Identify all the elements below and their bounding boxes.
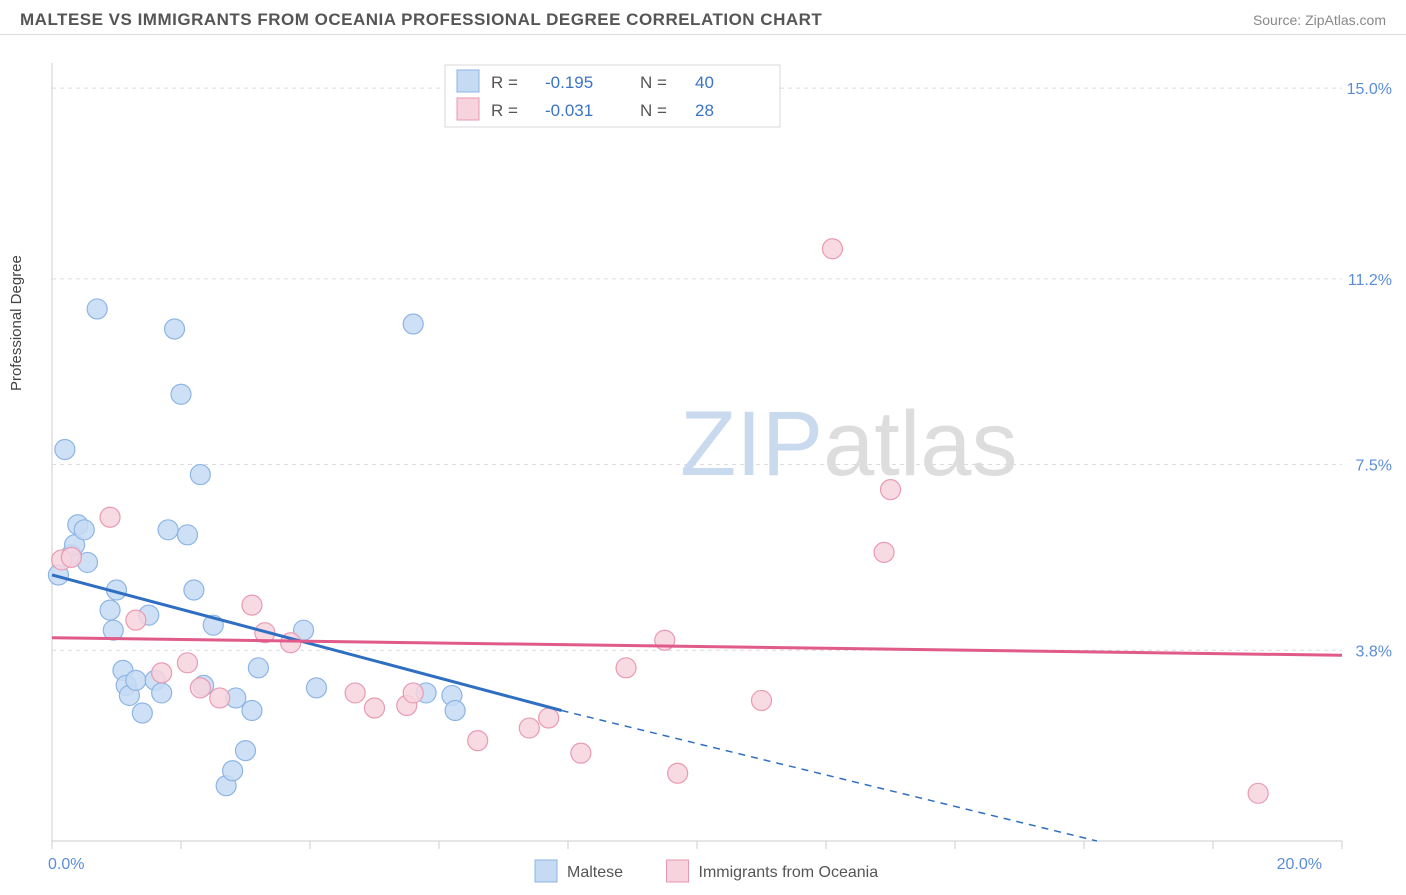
legend-n-label: N = [640, 73, 667, 92]
data-point [190, 465, 210, 485]
chart-source: Source: ZipAtlas.com [1253, 12, 1386, 28]
data-point [132, 703, 152, 723]
data-point [242, 595, 262, 615]
legend-n-label: N = [640, 101, 667, 120]
data-point [100, 507, 120, 527]
data-point [668, 763, 688, 783]
data-point [345, 683, 365, 703]
trend-line-dashed [562, 710, 1097, 841]
data-point [177, 525, 197, 545]
data-point [55, 439, 75, 459]
legend-r-value: -0.195 [545, 73, 593, 92]
data-point [242, 700, 262, 720]
legend-r-value: -0.031 [545, 101, 593, 120]
data-point [468, 731, 488, 751]
data-point [1248, 783, 1268, 803]
bottom-legend-swatch [535, 860, 557, 882]
y-tick-label: 3.8% [1356, 643, 1392, 660]
data-point [881, 480, 901, 500]
chart-header: MALTESE VS IMMIGRANTS FROM OCEANIA PROFE… [0, 0, 1406, 34]
legend-r-label: R = [491, 101, 518, 120]
data-point [223, 761, 243, 781]
chart-title: MALTESE VS IMMIGRANTS FROM OCEANIA PROFE… [20, 10, 822, 30]
data-point [403, 314, 423, 334]
data-point [248, 658, 268, 678]
trend-line [52, 638, 1342, 656]
data-point [365, 698, 385, 718]
chart-area: Professional Degree 3.8%7.5%11.2%15.0%0.… [0, 35, 1406, 883]
data-point [184, 580, 204, 600]
data-point [539, 708, 559, 728]
data-point [874, 542, 894, 562]
data-point [74, 520, 94, 540]
watermark: ZIPatlas [680, 393, 1017, 495]
data-point [519, 718, 539, 738]
data-point [158, 520, 178, 540]
data-point [752, 690, 772, 710]
data-point [190, 678, 210, 698]
y-tick-label: 7.5% [1356, 458, 1392, 475]
data-point [100, 600, 120, 620]
bottom-legend-label: Immigrants from Oceania [699, 864, 879, 881]
bottom-legend-swatch [667, 860, 689, 882]
legend-n-value: 40 [695, 73, 714, 92]
data-point [571, 743, 591, 763]
data-point [822, 239, 842, 259]
data-point [236, 741, 256, 761]
legend-swatch [457, 98, 479, 120]
data-point [177, 653, 197, 673]
y-tick-label: 11.2% [1348, 272, 1392, 289]
y-tick-label: 15.0% [1347, 81, 1392, 98]
data-point [616, 658, 636, 678]
legend-swatch [457, 70, 479, 92]
data-point [126, 610, 146, 630]
data-point [152, 683, 172, 703]
data-point [165, 319, 185, 339]
data-point [126, 670, 146, 690]
data-point [87, 299, 107, 319]
bottom-legend-label: Maltese [567, 864, 623, 881]
legend-n-value: 28 [695, 101, 714, 120]
data-point [403, 683, 423, 703]
data-point [306, 678, 326, 698]
scatter-chart: 3.8% 7.5% 11.2% 15.0% 0.0% 20.0% ZIPatlas R = -0… [0, 35, 1406, 895]
data-point [171, 384, 191, 404]
x-tick-label-left: 0.0% [48, 856, 84, 873]
x-tick-label-right: 20.0% [1277, 856, 1322, 873]
data-point [61, 547, 81, 567]
data-point [152, 663, 172, 683]
legend-r-label: R = [491, 73, 518, 92]
data-point [445, 700, 465, 720]
data-point [210, 688, 230, 708]
